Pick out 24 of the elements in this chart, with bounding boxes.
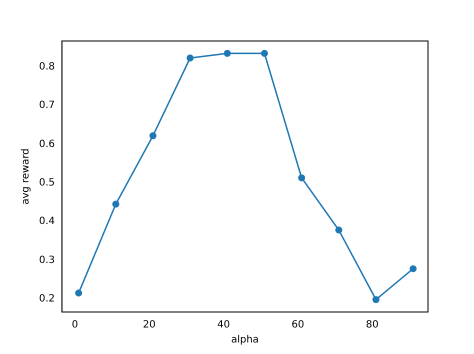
y-tick-label: 0.8 bbox=[38, 61, 55, 72]
point bbox=[186, 54, 194, 62]
y-tick-label: 0.4 bbox=[38, 216, 55, 228]
y-tick-label: 0.7 bbox=[38, 100, 55, 112]
y-axis-title: avg reward bbox=[20, 148, 32, 205]
point bbox=[224, 50, 231, 57]
y-tick-label: 0.6 bbox=[38, 138, 55, 150]
y-tick-label: 0.3 bbox=[38, 254, 55, 266]
x-tick-label: 40 bbox=[217, 320, 230, 331]
point bbox=[372, 296, 380, 304]
x-axis-title: alpha bbox=[231, 334, 259, 346]
x-tick-label: 20 bbox=[142, 320, 156, 331]
point bbox=[410, 265, 417, 272]
point bbox=[75, 290, 82, 297]
x-tick-label: 0 bbox=[72, 320, 78, 331]
y-tick-label: 0.2 bbox=[38, 293, 55, 304]
point bbox=[335, 226, 342, 234]
y-tick-label: 0.5 bbox=[38, 177, 55, 188]
point bbox=[112, 200, 120, 208]
x-tick-label: 80 bbox=[366, 320, 379, 331]
point bbox=[149, 132, 156, 140]
x-tick-label: 60 bbox=[292, 320, 304, 331]
point bbox=[260, 50, 268, 57]
point bbox=[298, 174, 306, 182]
